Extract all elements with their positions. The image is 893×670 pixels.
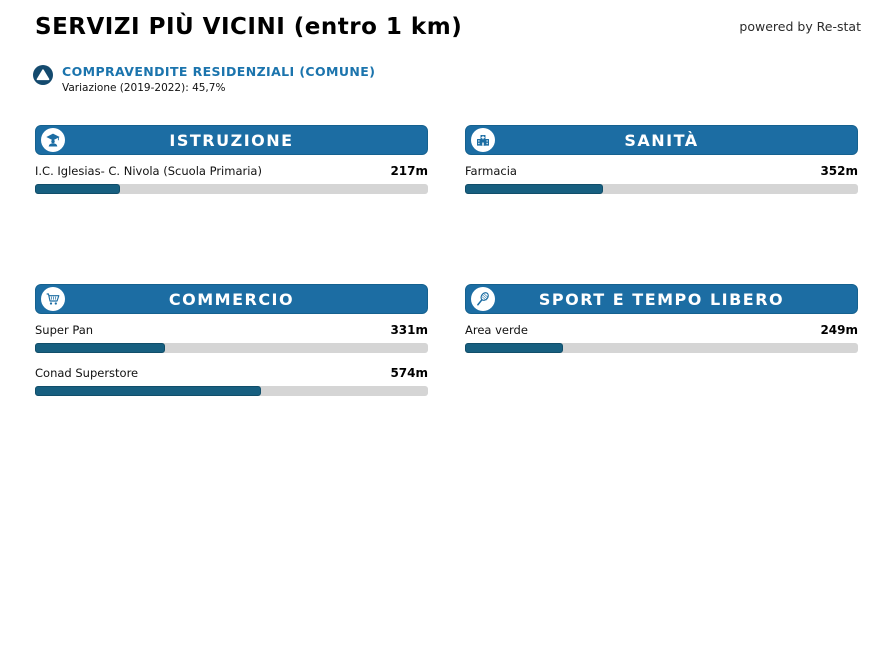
distance-bar-fill (465, 343, 563, 353)
card-title: SANITÀ (624, 130, 699, 150)
card-title: COMMERCIO (168, 289, 295, 309)
service-name: Area verde (465, 323, 528, 337)
service-item: Conad Superstore 574m (35, 366, 428, 396)
card-header: SPORT E TEMPO LIBERO (465, 284, 858, 314)
distance-bar-fill (35, 386, 261, 396)
trend-summary: COMPRAVENDITE RESIDENZIALI (COMUNE) Vari… (33, 64, 375, 94)
distance-bar-fill (465, 184, 604, 194)
service-name: Conad Superstore (35, 366, 139, 380)
tennis-racket-icon (471, 287, 495, 311)
service-name: I.C. Iglesias- C. Nivola (Scuola Primari… (35, 164, 262, 178)
card-istruzione: ISTRUZIONE I.C. Iglesias- C. Nivola (Scu… (35, 125, 428, 194)
powered-by-label: powered by Re-stat (739, 19, 861, 34)
distance-bar-track (465, 184, 858, 194)
trend-label: COMPRAVENDITE RESIDENZIALI (COMUNE) (62, 64, 376, 79)
service-cards-grid: ISTRUZIONE I.C. Iglesias- C. Nivola (Scu… (35, 125, 858, 396)
service-distance: 331m (390, 323, 428, 337)
card-header: ISTRUZIONE (35, 125, 428, 155)
service-distance: 352m (820, 164, 858, 178)
card-title: SPORT E TEMPO LIBERO (538, 289, 785, 309)
service-distance: 217m (390, 164, 428, 178)
card-sanita: SANITÀ Farmacia 352m (465, 125, 858, 194)
service-item: Area verde 249m (465, 323, 858, 353)
distance-bar-track (35, 343, 428, 353)
card-header: SANITÀ (465, 125, 858, 155)
card-commercio: COMMERCIO Super Pan 331m Conad Superstor… (35, 284, 428, 396)
card-title: ISTRUZIONE (169, 130, 294, 150)
trend-sublabel: Variazione (2019-2022): 45,7% (62, 82, 226, 94)
service-name: Farmacia (465, 164, 517, 178)
shopping-cart-icon (41, 287, 65, 311)
distance-bar-fill (35, 343, 166, 353)
service-distance: 574m (390, 366, 428, 380)
distance-bar-track (465, 343, 858, 353)
up-triangle-circle-icon (33, 65, 53, 85)
service-name: Super Pan (35, 323, 94, 337)
trend-text: COMPRAVENDITE RESIDENZIALI (COMUNE) Vari… (62, 64, 375, 94)
graduation-student-icon (41, 128, 65, 152)
service-distance: 249m (820, 323, 858, 337)
service-item: Farmacia 352m (465, 164, 858, 194)
card-header: COMMERCIO (35, 284, 428, 314)
distance-bar-track (35, 386, 428, 396)
service-item: Super Pan 331m (35, 323, 428, 353)
distance-bar-fill (35, 184, 121, 194)
hospital-building-icon (471, 128, 495, 152)
page-title: SERVIZI PIÙ VICINI (entro 1 km) (35, 14, 463, 40)
card-sport-tempo-libero: SPORT E TEMPO LIBERO Area verde 249m (465, 284, 858, 353)
distance-bar-track (35, 184, 428, 194)
service-item: I.C. Iglesias- C. Nivola (Scuola Primari… (35, 164, 428, 194)
